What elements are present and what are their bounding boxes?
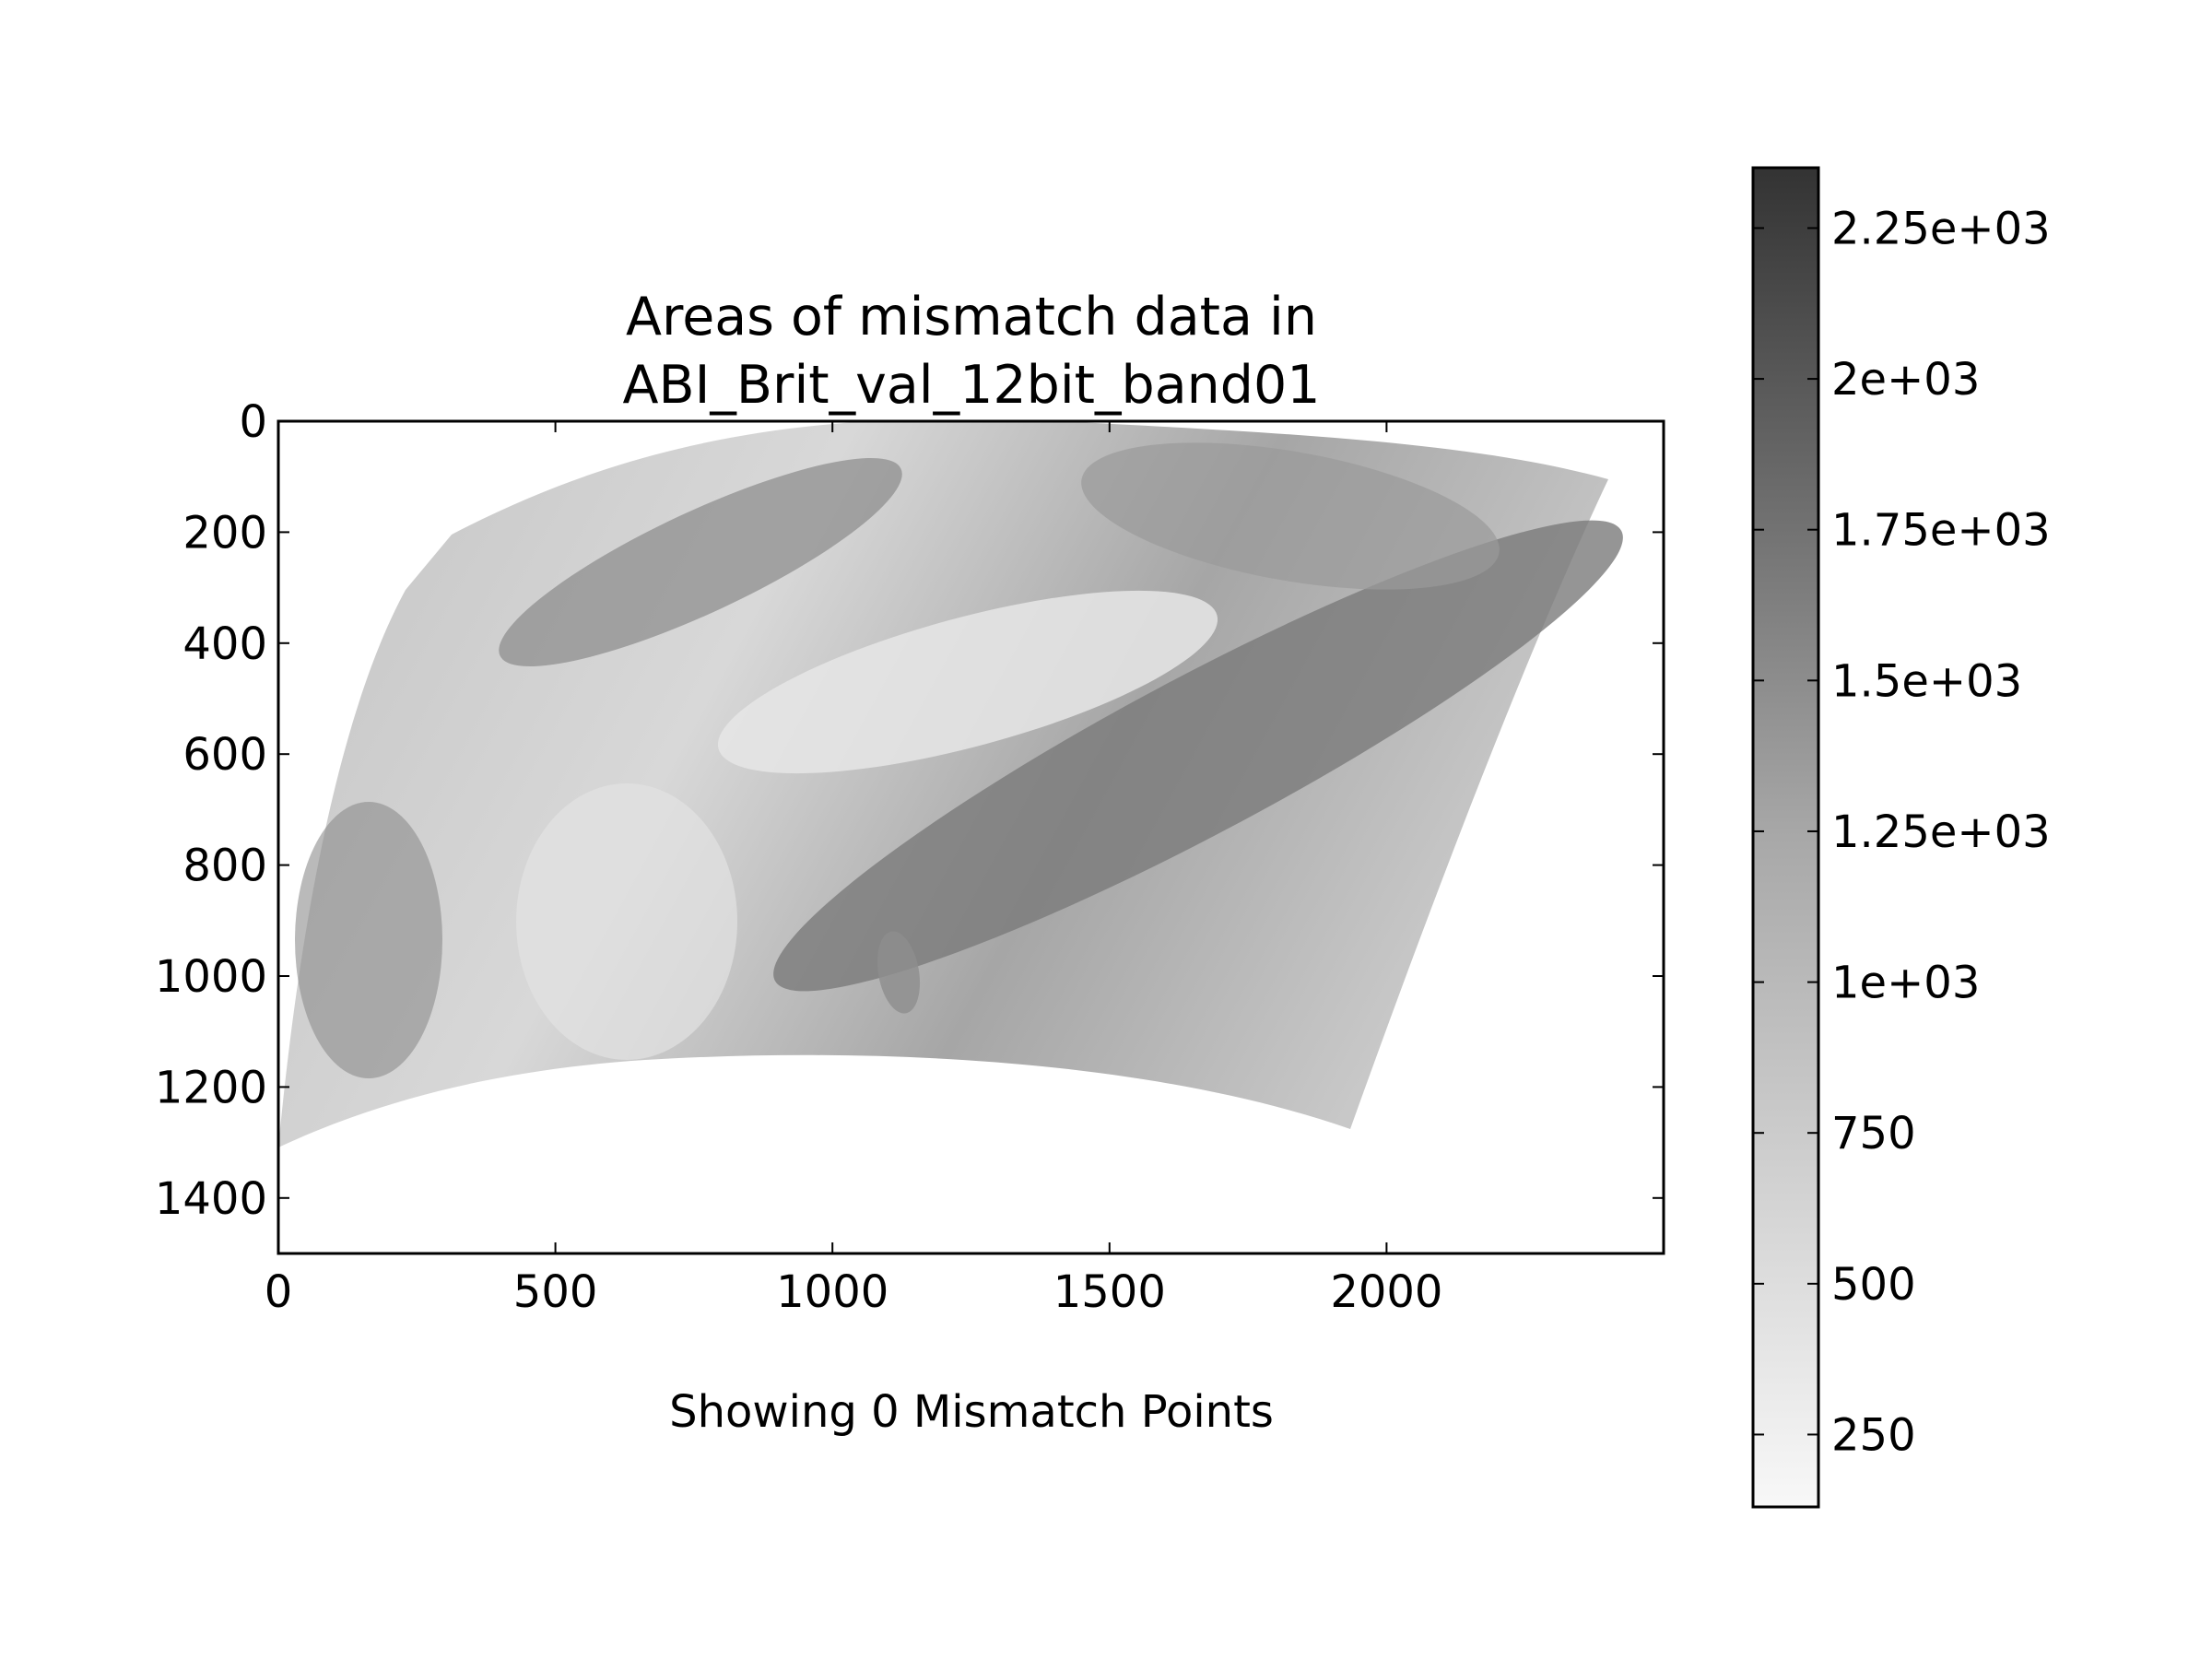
colorbar-tick-label: 2.25e+03	[1831, 203, 2051, 254]
title-line-2: ABI_Brit_val_12bit_band01	[623, 355, 1321, 416]
image-area	[278, 421, 1623, 1147]
colorbar-tick-label: 1e+03	[1831, 958, 1980, 1009]
dark-patch-northeast	[1081, 442, 1500, 590]
dark-patch-west	[295, 802, 442, 1078]
colorbar-gradient	[1751, 166, 1820, 1509]
dark-band	[773, 520, 1623, 992]
colorbar-tick-label: 500	[1831, 1259, 1916, 1311]
colorbar: 250 500 750 1e+03 1.25e+03 1.5e+03 1.75e+03 2e+…	[1751, 166, 2051, 1509]
chart-title: Areas of mismatch data in ABI_Brit_val_1…	[623, 287, 1321, 416]
x-tick-label: 500	[513, 1266, 598, 1318]
bright-cloud-south	[516, 783, 737, 1060]
y-tick-label: 600	[182, 729, 267, 781]
y-tick-label: 200	[182, 507, 267, 559]
x-tick-label: 2000	[1330, 1266, 1442, 1318]
y-tick-label: 1400	[155, 1173, 267, 1225]
colorbar-tick-label: 750	[1831, 1108, 1916, 1159]
x-tick-label: 0	[265, 1266, 293, 1318]
colorbar-tick-label: 1.75e+03	[1831, 505, 2051, 557]
y-tick-label: 400	[182, 618, 267, 670]
title-line-1: Areas of mismatch data in	[626, 287, 1317, 347]
x-tick-label: 1500	[1053, 1266, 1166, 1318]
x-axis: 0 500 1000 1500 2000	[265, 421, 1442, 1318]
y-tick-label: 800	[182, 841, 267, 892]
y-tick-label: 1000	[155, 951, 267, 1003]
y-tick-label: 0	[239, 396, 267, 448]
mismatch-caption: Showing 0 Mismatch Points	[669, 1386, 1274, 1438]
y-axis: 0 200 400 600 800 1000 1200 1400	[155, 396, 1664, 1225]
y-tick-label: 1200	[155, 1062, 267, 1113]
bright-cloud	[717, 590, 1218, 774]
dark-spot	[877, 931, 921, 1014]
colorbar-ticks: 250 500 750 1e+03 1.25e+03 1.5e+03 1.75e+03 2e+…	[1753, 203, 2051, 1461]
dark-patch-north	[499, 457, 902, 667]
plot-frame	[276, 419, 1665, 1255]
colorbar-tick-label: 1.25e+03	[1831, 806, 2051, 858]
colorbar-tick-label: 1.5e+03	[1831, 655, 2022, 707]
colorbar-tick-label: 250	[1831, 1409, 1916, 1461]
x-tick-label: 1000	[776, 1266, 888, 1318]
colorbar-tick-label: 2e+03	[1831, 354, 1980, 406]
